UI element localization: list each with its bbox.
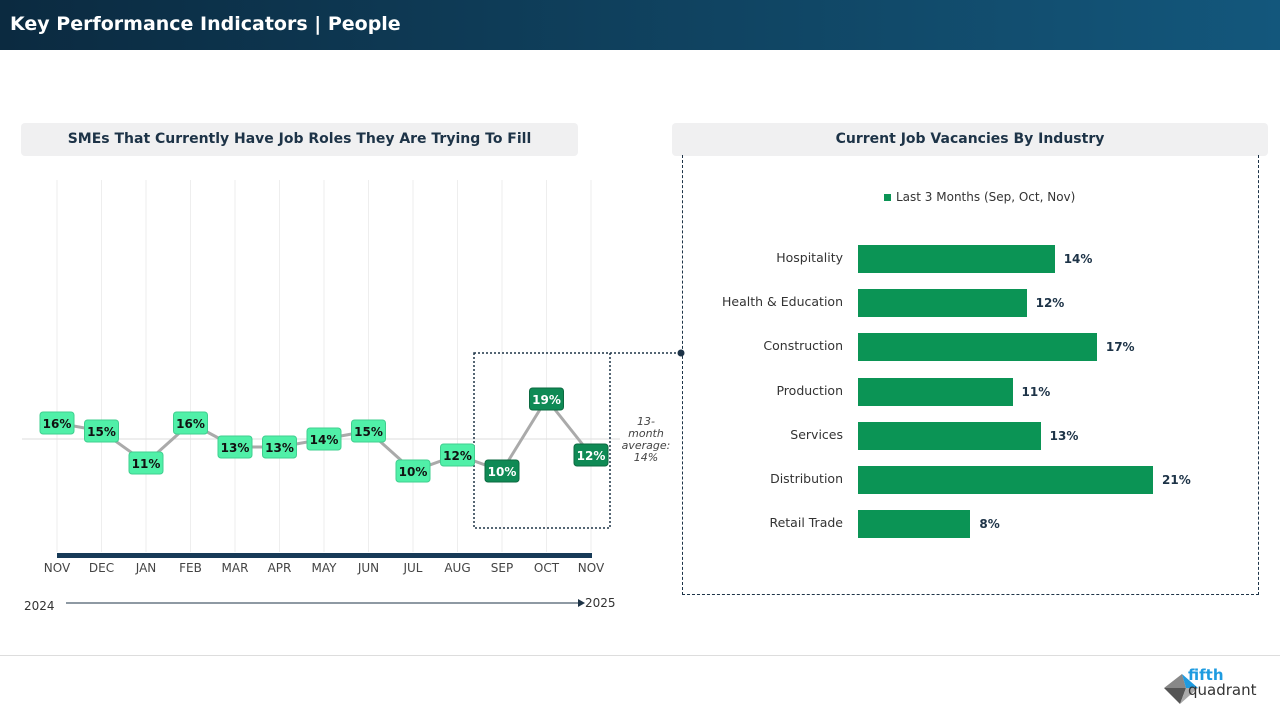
data-point: [39, 411, 75, 435]
data-point: [573, 443, 609, 467]
logo-mark-icon: [1164, 674, 1198, 704]
bar-value-label: 12%: [1035, 296, 1065, 311]
x-tick-label: APR: [268, 561, 292, 575]
x-tick-label: AUG: [444, 561, 470, 575]
data-label: 15%: [87, 425, 116, 439]
year-start-label: 2024: [24, 599, 55, 613]
x-tick-label: NOV: [578, 561, 605, 575]
highlight-box: [473, 352, 611, 529]
average-label: 14%: [634, 451, 658, 464]
average-label: month: [628, 427, 664, 440]
x-tick-label: JAN: [135, 561, 157, 575]
bar: [858, 466, 1154, 494]
data-label: 19%: [532, 393, 561, 407]
bar: [858, 245, 1055, 273]
category-label: Services: [790, 426, 843, 442]
year-end-label: 2025: [585, 596, 616, 610]
data-label: 10%: [488, 465, 517, 479]
data-point: [529, 387, 564, 411]
category-label: Production: [776, 382, 843, 398]
category-label: Health & Education: [722, 294, 843, 310]
footer-divider: [0, 655, 1280, 656]
data-point: [395, 459, 431, 483]
data-label: 12%: [443, 449, 472, 463]
x-tick-label: JUL: [402, 561, 422, 575]
x-tick-label: FEB: [179, 561, 202, 575]
right-panel-title: Current Job Vacancies By Industry: [672, 123, 1268, 156]
data-label: 13%: [221, 441, 250, 455]
data-label: 11%: [132, 457, 161, 471]
page-title: Key Performance Indicators | People: [10, 13, 401, 35]
x-tick-label: MAR: [222, 561, 249, 575]
x-tick-label: NOV: [44, 561, 71, 575]
category-label: Hospitality: [776, 250, 843, 265]
data-label: 14%: [310, 433, 339, 447]
bar-value-label: 8%: [979, 517, 1000, 532]
data-point: [217, 435, 253, 459]
category-label: Distribution: [770, 471, 843, 486]
category-label: Construction: [763, 338, 843, 354]
data-point: [351, 419, 386, 443]
data-point: [84, 419, 119, 443]
data-label: 12%: [577, 449, 606, 463]
bar-value-label: 13%: [1049, 428, 1079, 443]
x-tick-label: JUN: [357, 561, 379, 575]
data-point: [306, 427, 342, 451]
data-point: [173, 411, 208, 435]
x-tick-label: MAY: [312, 561, 338, 575]
bar-value-label: 14%: [1063, 252, 1093, 266]
bar: [858, 289, 1027, 318]
average-label: average:: [622, 439, 671, 452]
x-tick-label: DEC: [89, 561, 114, 575]
bar-value-label: 11%: [1021, 384, 1051, 399]
data-point: [262, 435, 297, 459]
data-label: 16%: [43, 417, 72, 431]
left-panel-title: SMEs That Currently Have Job Roles They …: [21, 123, 578, 156]
bar-chart-frame: [682, 155, 1259, 595]
bar-value-label: 21%: [1162, 473, 1191, 487]
logo-text-quadrant: quadrant: [1188, 681, 1257, 699]
fifth-quadrant-logo: fifth quadrant: [1160, 668, 1270, 708]
data-point: [484, 459, 520, 483]
data-label: 15%: [354, 425, 383, 439]
header-bar: Key Performance Indicators | People: [0, 0, 1280, 50]
legend-label: Last 3 Months (Sep, Oct, Nov): [896, 190, 1076, 204]
bar: [858, 510, 971, 539]
data-point: [440, 443, 475, 467]
average-label: 13-: [637, 415, 655, 428]
data-label: 16%: [176, 417, 205, 431]
data-label: 10%: [399, 465, 428, 479]
data-point: [128, 451, 164, 475]
line-chart: 16% NOV 15% DEC 11% JAN 16% FEB 13% MAR 13% APR 14% M…: [22, 180, 685, 613]
bar-value-label: 17%: [1105, 340, 1135, 355]
x-tick-label: SEP: [491, 561, 513, 575]
bar-legend: Last 3 Months (Sep, Oct, Nov): [884, 190, 1075, 204]
bar: [858, 333, 1097, 362]
bar: [858, 377, 1013, 406]
arrowhead-icon: [578, 599, 585, 607]
bar: [858, 421, 1041, 450]
data-label: 13%: [265, 441, 294, 455]
logo-text-fifth: fifth: [1188, 666, 1224, 684]
category-label: Retail Trade: [769, 515, 843, 531]
legend-swatch: [884, 194, 891, 201]
x-axis: [57, 553, 592, 558]
x-tick-label: OCT: [534, 561, 560, 575]
